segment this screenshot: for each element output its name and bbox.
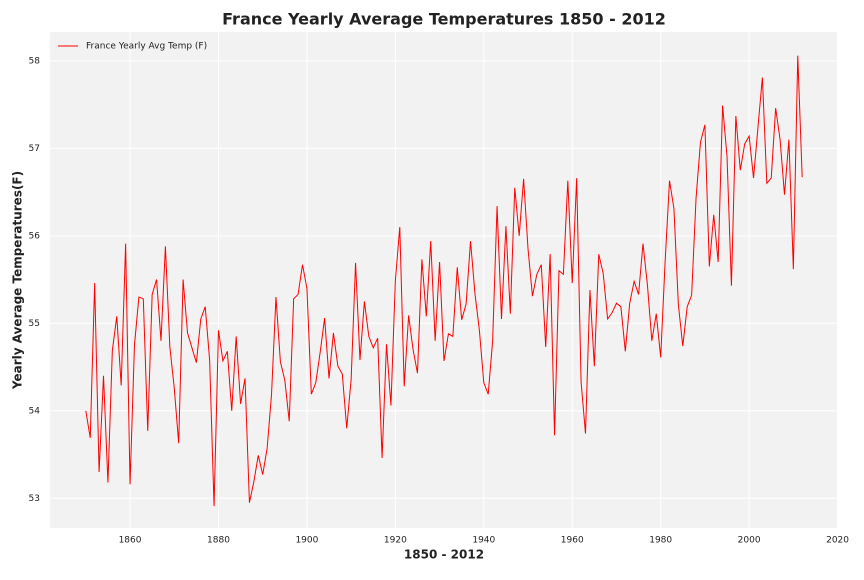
x-tick-label: 1960 [561,536,584,546]
x-tick-label: 1940 [472,536,495,546]
y-tick-label: 56 [29,231,41,241]
chart-title: France Yearly Average Temperatures 1850 … [222,10,666,29]
x-tick-label: 1920 [384,536,407,546]
x-tick-label: 1860 [119,536,142,546]
x-tick-label: 1900 [295,536,318,546]
y-tick-label: 54 [29,406,41,416]
y-axis-label: Yearly Average Temperatures(F) [11,171,25,390]
y-tick-label: 57 [29,144,40,154]
line-series [85,55,803,507]
x-tick-label: 1880 [207,536,230,546]
x-axis-label: 1850 - 2012 [404,548,484,562]
x-tick-label: 2000 [738,536,761,546]
x-tick-label: 2020 [826,536,849,546]
y-tick-label: 58 [29,56,41,66]
plot-area [50,32,838,528]
x-tick-label: 1980 [649,536,672,546]
y-tick-label: 55 [29,319,40,329]
legend-label: France Yearly Avg Temp (F) [86,42,207,52]
y-tick-label: 53 [29,494,40,504]
